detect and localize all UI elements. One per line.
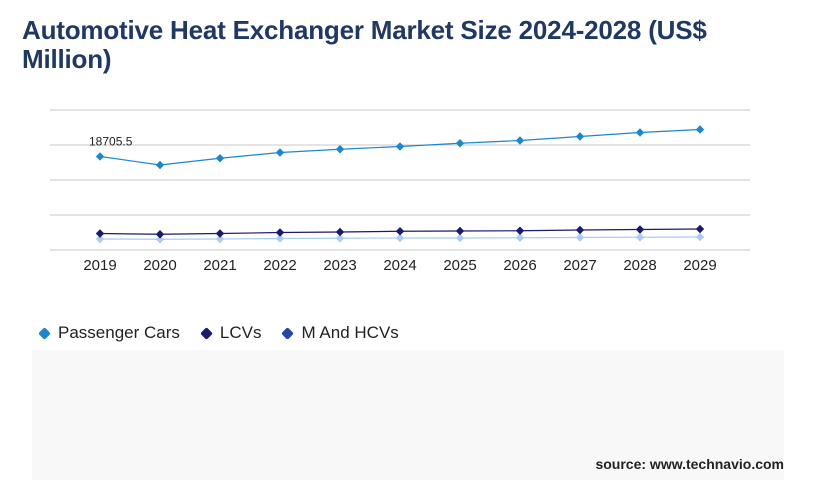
data-point[interactable] bbox=[215, 234, 225, 244]
m-and-hcvs-marker-icon bbox=[281, 326, 295, 340]
data-point[interactable] bbox=[275, 228, 285, 237]
data-point[interactable] bbox=[455, 139, 465, 148]
data-point[interactable] bbox=[575, 225, 585, 235]
legend-label-passenger-cars: Passenger Cars bbox=[58, 323, 180, 342]
data-point[interactable] bbox=[395, 227, 405, 236]
data-point[interactable] bbox=[515, 233, 525, 242]
x-tick-label: 2027 bbox=[563, 257, 596, 274]
data-point[interactable] bbox=[695, 232, 705, 242]
grid-lines bbox=[50, 109, 750, 251]
data-point[interactable] bbox=[95, 229, 105, 238]
data-point[interactable] bbox=[395, 142, 405, 151]
data-point[interactable] bbox=[335, 145, 345, 154]
data-point[interactable] bbox=[695, 125, 705, 134]
x-tick-label: 2022 bbox=[263, 257, 296, 274]
line-chart: 2019 2020 2021 2022 2023 2024 2025 2026 2027 2028… bbox=[50, 109, 750, 274]
x-tick-label: 2028 bbox=[623, 257, 656, 274]
legend-item-m-and-hcvs[interactable]: M And HCVs bbox=[281, 323, 399, 343]
series-passenger-cars bbox=[95, 125, 705, 170]
x-tick-label: 2024 bbox=[383, 257, 416, 274]
data-point[interactable] bbox=[395, 233, 405, 243]
data-point[interactable] bbox=[215, 229, 225, 238]
data-point[interactable] bbox=[635, 128, 645, 137]
series-group bbox=[95, 125, 705, 244]
x-tick-label: 2026 bbox=[503, 257, 536, 274]
legend-item-passenger-cars[interactable]: Passenger Cars bbox=[38, 323, 180, 343]
data-point[interactable] bbox=[635, 233, 645, 242]
bottom-panel bbox=[32, 350, 784, 480]
series-lcvs bbox=[95, 224, 705, 239]
data-point[interactable] bbox=[215, 154, 225, 163]
x-tick-label: 2023 bbox=[323, 257, 356, 274]
source-credit: source: www.technavio.com bbox=[595, 456, 784, 472]
legend: Passenger Cars LCVs M And HCVs bbox=[38, 323, 421, 343]
data-point[interactable] bbox=[635, 225, 645, 234]
data-point[interactable] bbox=[575, 233, 585, 242]
data-point[interactable] bbox=[155, 230, 165, 239]
data-point[interactable] bbox=[95, 152, 105, 161]
lcvs-marker-icon bbox=[200, 326, 213, 340]
x-tick-label: 2029 bbox=[683, 257, 716, 274]
data-point[interactable] bbox=[275, 148, 285, 157]
passenger-cars-marker-icon bbox=[38, 326, 51, 340]
x-axis: 2019 2020 2021 2022 2023 2024 2025 2026 2027 2028… bbox=[83, 257, 716, 274]
x-tick-label: 2025 bbox=[443, 257, 476, 274]
data-point[interactable] bbox=[455, 226, 465, 236]
x-tick-label: 2020 bbox=[143, 257, 176, 274]
legend-label-lcvs: LCVs bbox=[219, 323, 262, 342]
data-point[interactable] bbox=[575, 132, 585, 141]
x-tick-label: 2019 bbox=[83, 257, 116, 274]
data-point[interactable] bbox=[275, 234, 285, 243]
data-point[interactable] bbox=[95, 234, 105, 244]
data-point[interactable] bbox=[515, 226, 525, 235]
data-labels: 18705.5 bbox=[89, 134, 133, 148]
data-point[interactable] bbox=[455, 233, 465, 243]
data-point[interactable] bbox=[155, 160, 165, 170]
data-label: 18705.5 bbox=[89, 134, 133, 148]
x-tick-label: 2021 bbox=[203, 257, 236, 274]
series-m-and-hcvs bbox=[95, 232, 705, 244]
data-point[interactable] bbox=[695, 224, 705, 234]
chart-title: Automotive Heat Exchanger Market Size 20… bbox=[22, 15, 707, 74]
data-point[interactable] bbox=[515, 136, 525, 145]
data-point[interactable] bbox=[335, 227, 345, 237]
legend-label-m-and-hcvs: M And HCVs bbox=[301, 323, 399, 342]
data-point[interactable] bbox=[155, 235, 165, 244]
data-point[interactable] bbox=[335, 234, 345, 243]
legend-item-lcvs[interactable]: LCVs bbox=[200, 323, 262, 343]
